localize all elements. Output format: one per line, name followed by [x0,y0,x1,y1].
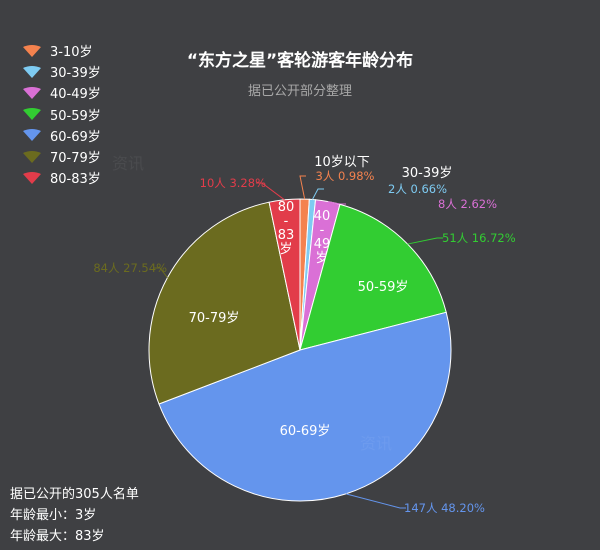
legend-label: 70-79岁 [50,151,101,167]
slice-category-label: 80 [278,200,295,215]
slice-value-label: 8人 2.62% [438,197,497,211]
legend-swatch [22,171,42,184]
slice-value-label: 10人 3.28% [200,176,266,190]
legend-swatch [22,108,42,121]
legend-label: 30-39岁 [50,66,101,82]
slice-value-label: 2人 0.66% [388,182,447,196]
pie-slice[interactable] [158,311,452,502]
legend-item[interactable]: 30-39岁 [22,61,101,82]
pie-slice[interactable] [299,203,447,351]
leader-line [345,493,406,509]
slice-value-label: 147人 48.20% [404,501,485,515]
footnote: 据已公开的305人名单 年龄最小：3岁 年龄最大：83岁 [10,484,139,547]
leader-line [154,267,168,278]
leader-line [311,188,324,200]
slice-category-label: 30-39岁 [402,166,453,181]
legend-item[interactable]: 60-69岁 [22,125,101,146]
legend-swatch [22,150,42,163]
legend-label: 80-83岁 [50,172,101,188]
leader-line [407,237,443,245]
footnote-line-min-age: 年龄最小：3岁 [10,508,97,523]
legend-swatch [22,129,42,142]
slice-category-label: - [320,223,325,238]
legend: 3-10岁 30-39岁 40-49岁 50-59岁 60-69岁 70-79岁 80-83… [22,40,101,188]
footnote-line-total: 据已公开的305人名单 [10,487,139,502]
slice-category-label: 10岁以下 [314,155,370,170]
legend-label: 50-59岁 [50,108,101,124]
leader-line [256,182,285,201]
slice-category-label: 49 [314,237,331,252]
legend-swatch [22,86,42,99]
slice-category-label: 岁 [279,242,292,257]
legend-swatch [22,65,42,78]
slice-category-label: 50-59岁 [358,280,409,295]
legend-item[interactable]: 70-79岁 [22,146,101,167]
watermark: 资讯 [112,154,145,173]
legend-item[interactable]: 40-49岁 [22,82,101,103]
chart-title: “东方之星”客轮游客年龄分布 [186,51,414,71]
legend-label: 60-69岁 [50,129,101,145]
slice-value-label: 51人 16.72% [442,231,516,245]
legend-item[interactable]: 80-83岁 [22,167,101,188]
leader-line [299,175,306,200]
slice-category-label: - [284,214,289,229]
slice-category-label: 40 [314,209,331,224]
watermark: 资讯 [360,434,393,453]
legend-item[interactable]: 3-10岁 [22,40,101,61]
chart-subtitle: 据已公开部分整理 [247,84,352,99]
slice-value-label: 3人 0.98% [315,169,374,183]
pie-slice[interactable] [268,198,301,351]
slice-category-label: 70-79岁 [189,311,240,326]
legend-swatch [22,44,42,57]
legend-label: 3-10岁 [50,45,93,61]
pie-slice[interactable] [148,201,301,405]
legend-item[interactable]: 50-59岁 [22,104,101,125]
slice-category-label: 60-69岁 [280,424,331,439]
footnote-line-max-age: 年龄最大：83岁 [10,529,105,544]
slice-value-label: 84人 27.54% [93,261,167,275]
legend-label: 40-49岁 [50,87,101,103]
slice-category-label: 83 [278,228,295,243]
